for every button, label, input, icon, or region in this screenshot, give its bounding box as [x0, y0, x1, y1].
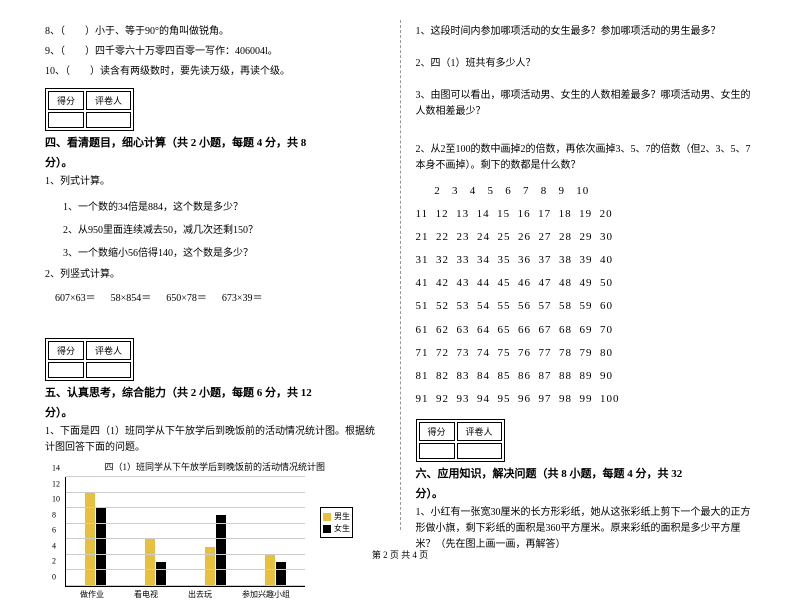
legend-girl: 女生: [334, 523, 350, 534]
bar-chart: 男生 女生 02468101214: [65, 477, 305, 587]
x-labels: 做作业看电视出去玩参加兴趣小组: [65, 589, 305, 600]
section-6-header: 得分评卷人 六、应用知识，解决问题（共 8 小题，每题 4 分，共 32: [416, 419, 756, 481]
section-6-title: 六、应用知识，解决问题（共 8 小题，每题 4 分，共 32: [416, 465, 683, 481]
score-box: 得分评卷人: [416, 419, 505, 462]
sub-1c: 3、一个数缩小56倍得140，这个数是多少？: [63, 244, 385, 259]
calc-row: 607×63＝ 58×854＝ 650×78＝ 673×39＝: [55, 289, 385, 304]
score-label: 得分: [48, 91, 84, 110]
s6-q1: 1、小红有一张宽30厘米的长方形彩纸，她从这张彩纸上剪下一个最大的正方形做小旗，…: [416, 505, 756, 553]
score-box: 得分评卷人: [45, 88, 134, 131]
question-8: 8、（ ）小于、等于90°的角叫做锐角。: [45, 24, 385, 40]
section-5-header: 得分评卷人 五、认真思考，综合能力（共 2 小题，每题 6 分，共 12: [45, 338, 385, 400]
section-5-title: 五、认真思考，综合能力（共 2 小题，每题 6 分，共 12: [45, 384, 312, 400]
score-label: 得分: [419, 422, 455, 441]
calc-4: 673×39＝: [222, 293, 263, 304]
sub-1a: 1、一个数的34倍是884，这个数是多少？: [63, 198, 385, 213]
fen-label: 分）。: [45, 404, 73, 420]
right-column: 1、这段时间内参加哪项活动的女生最多？参加哪项活动的男生最多？ 2、四（1）班共…: [401, 20, 771, 530]
legend-swatch-boy: [323, 513, 331, 521]
subsection-1: 1、列式计算。: [45, 174, 385, 190]
grader-label: 评卷人: [86, 91, 131, 110]
fen-label: 分）。: [45, 154, 73, 170]
legend-boy: 男生: [334, 511, 350, 522]
number-grid: 2 3 4 5 6 7 8 9 1011 12 13 14 15 16 17 1…: [416, 180, 756, 411]
legend-swatch-girl: [323, 525, 331, 533]
section-4-header: 得分评卷人 四、看清题目，细心计算（共 2 小题，每题 4 分，共 8: [45, 88, 385, 150]
grader-label: 评卷人: [457, 422, 502, 441]
calc-2: 58×854＝: [111, 293, 152, 304]
calc-1: 607×63＝: [55, 293, 96, 304]
sub-1b: 2、从950里面连续减去50，减几次还剩150？: [63, 221, 385, 236]
r-q2: 2、四（1）班共有多少人？: [416, 56, 756, 72]
chart-legend: 男生 女生: [320, 507, 353, 538]
score-label: 得分: [48, 341, 84, 360]
left-column: 8、（ ）小于、等于90°的角叫做锐角。 9、（ ）四千零六十万零四百零一写作：…: [30, 20, 401, 530]
r-s2: 2、从2至100的数中画掉2的倍数，再依次画掉3、5、7的倍数（但2、3、5、7…: [416, 142, 756, 174]
fen-label: 分）。: [416, 485, 444, 501]
question-10: 10、（ ）读含有两级数时，要先读万级，再读个级。: [45, 64, 385, 80]
section-4-title: 四、看清题目，细心计算（共 2 小题，每题 4 分，共 8: [45, 134, 306, 150]
score-box: 得分评卷人: [45, 338, 134, 381]
question-9: 9、（ ）四千零六十万零四百零一写作：406004l。: [45, 44, 385, 60]
subsection-2: 2、列竖式计算。: [45, 267, 385, 283]
calc-3: 650×78＝: [166, 293, 207, 304]
r-q1: 1、这段时间内参加哪项活动的女生最多？参加哪项活动的男生最多？: [416, 24, 756, 40]
chart-title: 四（1）班同学从下午放学后到晚饭前的活动情况统计图: [45, 460, 385, 473]
s5-q1: 1、下面是四（1）班同学从下午放学后到晚饭前的活动情况统计图。根据统计图回答下面…: [45, 424, 385, 456]
grader-label: 评卷人: [86, 341, 131, 360]
r-q3: 3、由图可以看出，哪项活动男、女生的人数相差最多？哪项活动男、女生的人数相差最少…: [416, 88, 756, 120]
page-footer: 第 2 页 共 4 页: [0, 548, 800, 561]
